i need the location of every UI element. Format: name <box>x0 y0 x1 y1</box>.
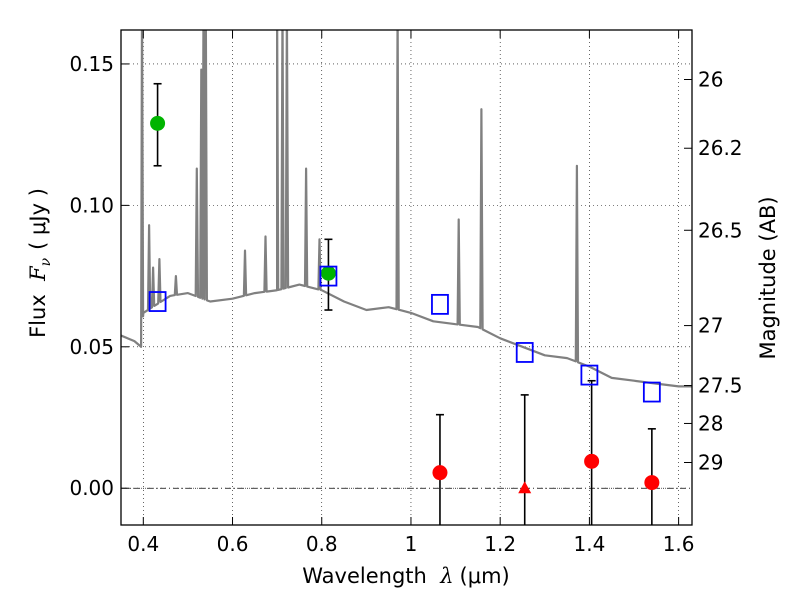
x-tick-label: 1.2 <box>484 532 516 556</box>
plot-frame <box>120 29 693 526</box>
marker-layer <box>148 115 661 494</box>
red-circle-marker <box>432 465 448 481</box>
green-circle-marker <box>320 265 336 281</box>
x-tick-label: 1 <box>405 532 418 556</box>
red-triangle-marker <box>518 481 532 494</box>
blue-square-marker <box>580 364 599 386</box>
y-axis-unit: ( μJy ) <box>26 188 50 250</box>
y2-tick-label: 29 <box>698 450 723 474</box>
x-tick-label: 1.6 <box>663 532 695 556</box>
red-circle-marker <box>644 475 660 491</box>
y2-tick-label: 26.2 <box>698 136 743 160</box>
blue-square-marker <box>431 293 449 315</box>
errorbar-layer <box>153 82 656 525</box>
spectrum-line <box>121 30 692 388</box>
x-tick-label: 0.8 <box>306 532 338 556</box>
y2-tick-label: 26 <box>698 68 723 92</box>
y-tick-label: 0.00 <box>69 476 114 500</box>
blue-square-marker <box>148 291 167 312</box>
y2-tick-label: 27 <box>698 314 723 338</box>
y2-tick-label: 28 <box>698 411 723 435</box>
y-axis-label: Flux Fν ( μJy ) <box>26 188 54 338</box>
y-axis-symbol: F <box>26 265 50 282</box>
blue-square-marker <box>515 342 534 363</box>
y2-tick-label: 26.5 <box>698 218 743 242</box>
x-axis-label-prefix: Wavelength <box>302 564 440 588</box>
x-axis-label: Wavelength λ (μm) <box>302 564 509 588</box>
x-axis-unit: (μm) <box>460 564 510 588</box>
y-tick-label: 0.15 <box>69 52 114 76</box>
green-circle-marker <box>150 115 166 131</box>
x-tick-label: 0.6 <box>217 532 249 556</box>
y-tick-label: 0.10 <box>69 193 114 217</box>
grid <box>121 30 692 525</box>
y2-axis-label: Magnitude (AB) <box>756 196 780 359</box>
spectrum-layer <box>121 30 692 388</box>
x-tick-label: 1.4 <box>573 532 605 556</box>
blue-square-marker <box>319 265 338 287</box>
ticks: 0.4 0.6 0.8 1 1.2 1.4 1.6 0.00 0.05 0.10 0.15 26 26.… <box>69 30 743 556</box>
x-axis-symbol: λ <box>439 564 453 588</box>
y2-tick-label: 27.5 <box>698 374 743 398</box>
y-axis-label-prefix: Flux <box>26 281 50 338</box>
red-circle-marker <box>584 453 600 469</box>
y-axis-subscript: ν <box>38 257 54 266</box>
x-tick-label: 0.4 <box>127 532 159 556</box>
y-tick-label: 0.05 <box>69 335 114 359</box>
blue-square-marker <box>642 381 661 403</box>
